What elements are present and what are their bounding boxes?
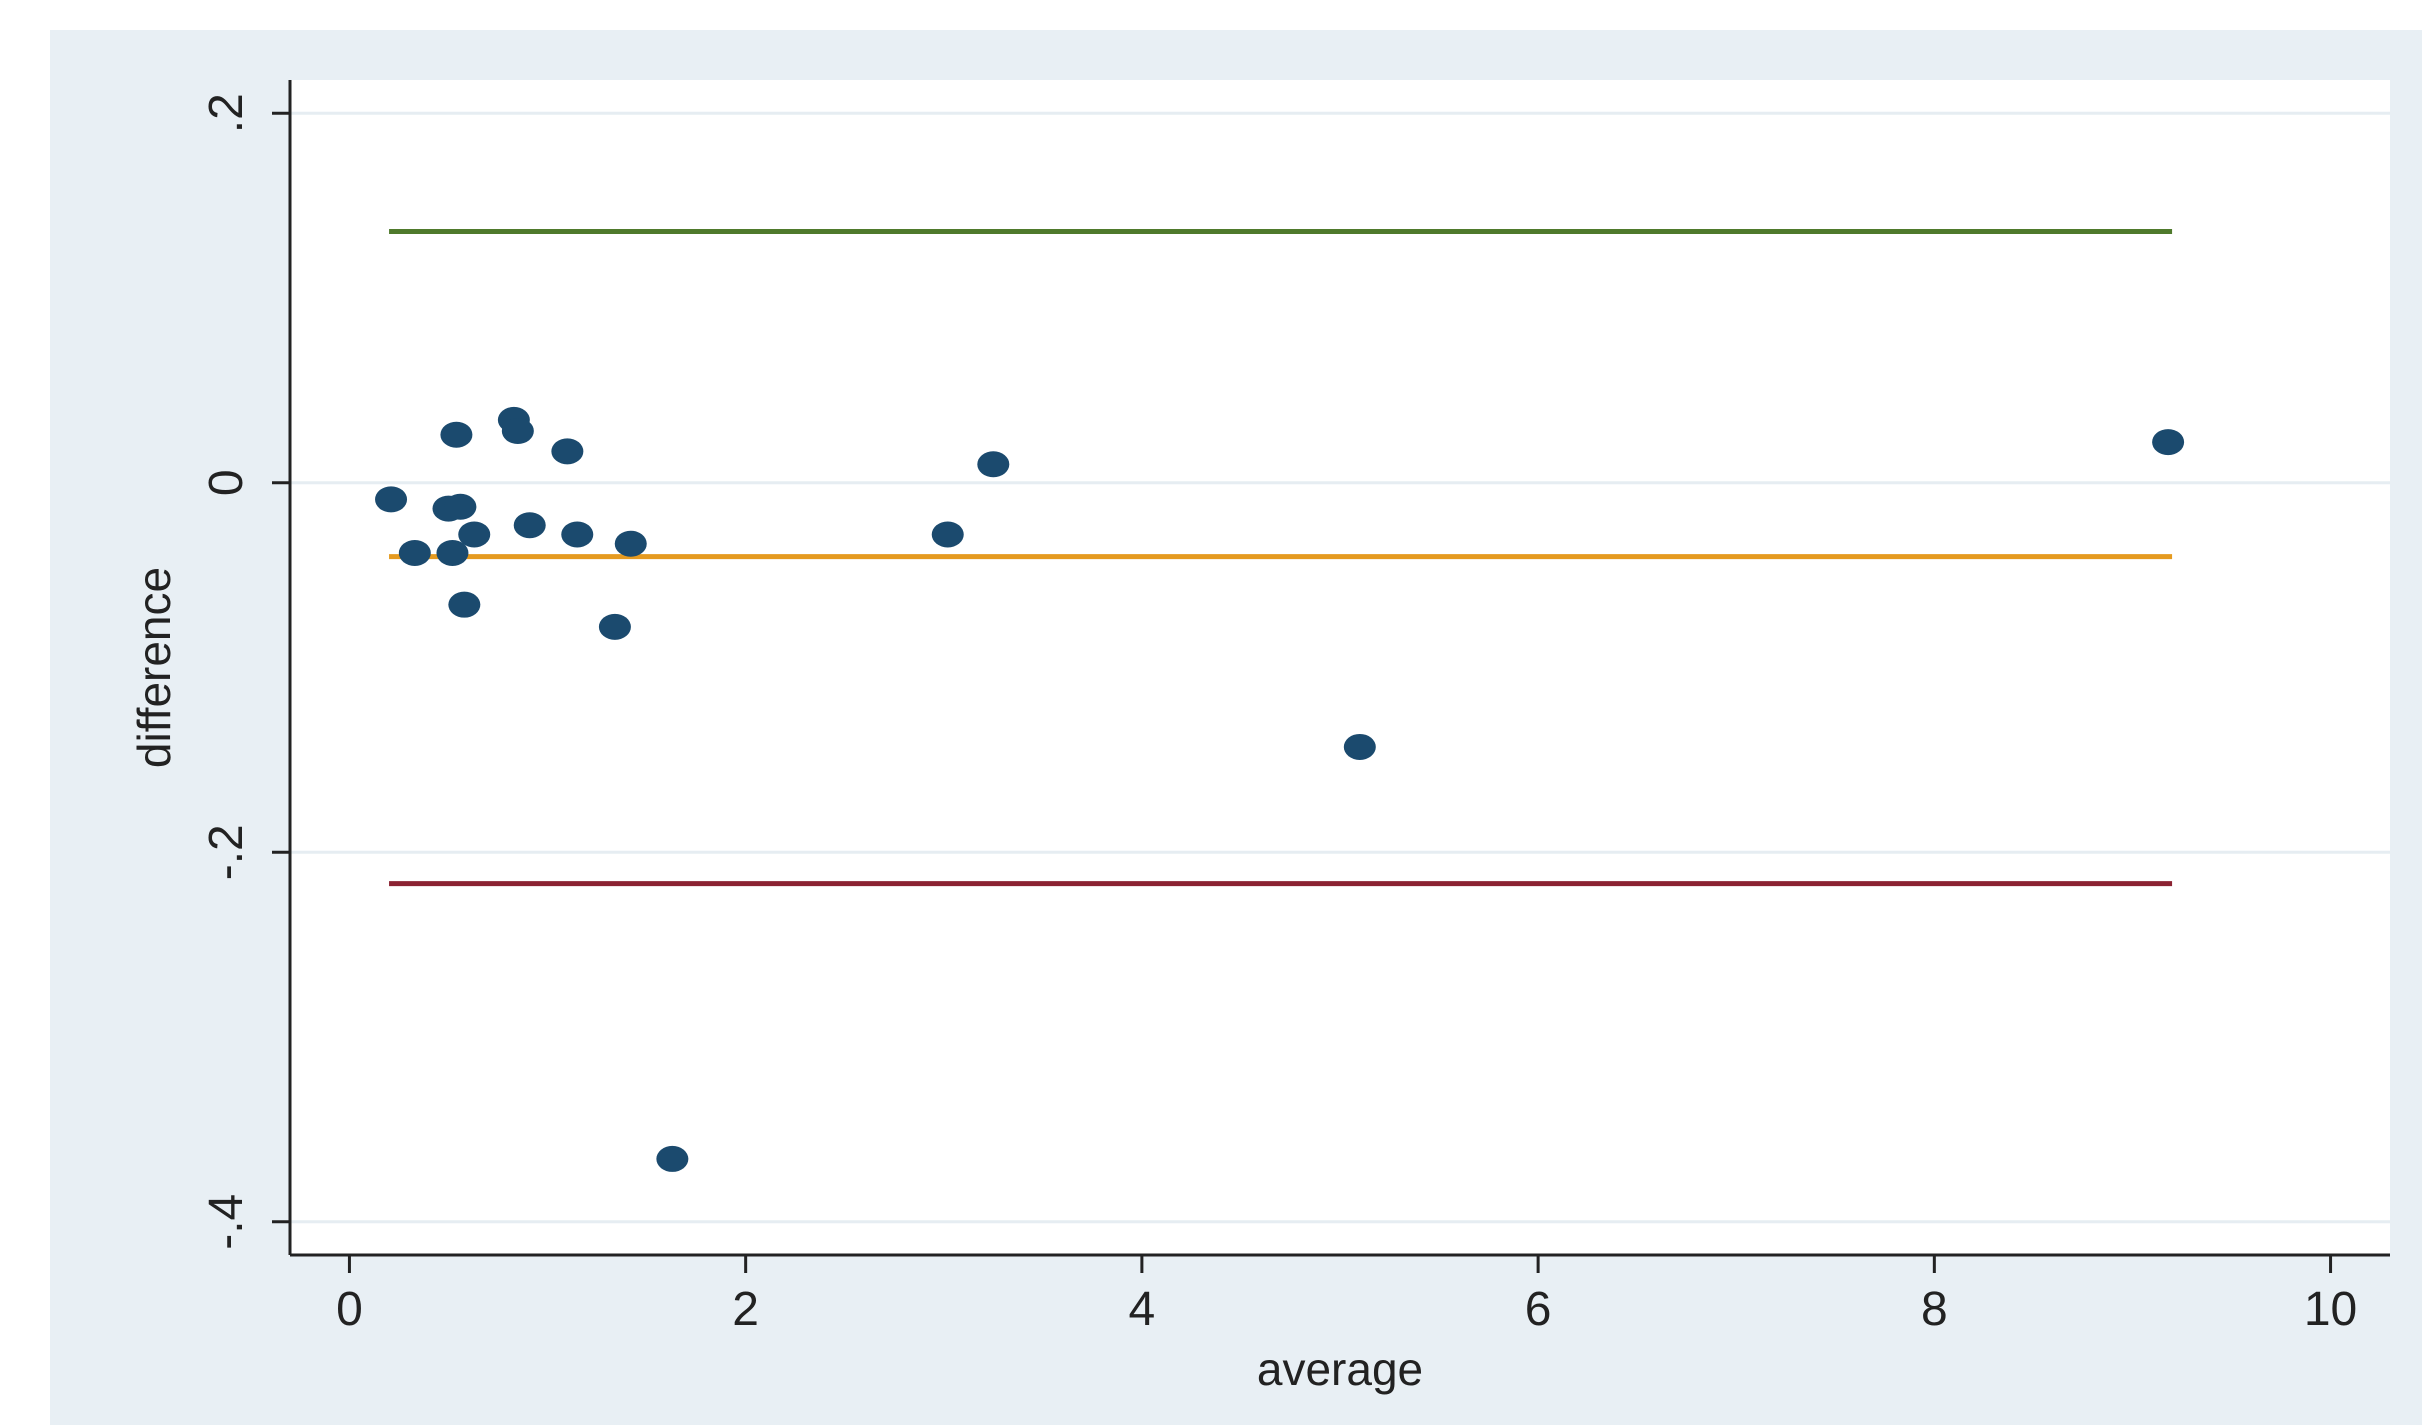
data-point	[448, 591, 481, 618]
y-tick-label: .2	[200, 93, 253, 133]
x-tick-label: 8	[1921, 1283, 1948, 1336]
y-tick-label: -.4	[200, 1194, 253, 1250]
data-point	[561, 521, 594, 548]
axes	[288, 80, 2390, 1257]
x-tick-label: 4	[1129, 1283, 1156, 1336]
data-point	[375, 486, 408, 513]
x-tick-label: 0	[336, 1283, 363, 1336]
x-tick-label: 2	[732, 1283, 759, 1336]
data-point	[513, 512, 546, 539]
y-tick-label: -.2	[200, 824, 253, 880]
plot-area	[290, 80, 2390, 1255]
y-axis-ticks: .2 0 -.2 -.4	[200, 93, 290, 1250]
data-point	[598, 613, 631, 640]
x-tick-label: 6	[1525, 1283, 1552, 1336]
data-points	[375, 406, 2185, 1172]
data-point	[931, 521, 964, 548]
y-axis-title: difference	[128, 567, 180, 768]
x-axis-title: average	[1257, 1343, 1423, 1395]
data-point	[2152, 429, 2185, 456]
x-tick-label: 10	[2304, 1283, 2357, 1336]
data-point	[614, 530, 647, 557]
y-tick-label: 0	[200, 469, 253, 496]
x-axis-ticks: 0 2 4 6 8 10	[336, 1255, 2357, 1336]
data-point	[656, 1145, 689, 1172]
data-point	[440, 421, 473, 448]
data-point	[398, 539, 431, 566]
data-point	[436, 539, 469, 566]
data-point	[551, 438, 584, 465]
data-point	[977, 451, 1010, 478]
data-point	[501, 418, 534, 445]
gridlines	[290, 111, 2390, 1224]
data-point	[1343, 733, 1376, 760]
data-point	[458, 521, 491, 548]
data-point	[444, 493, 477, 520]
reference-lines	[389, 228, 2173, 887]
